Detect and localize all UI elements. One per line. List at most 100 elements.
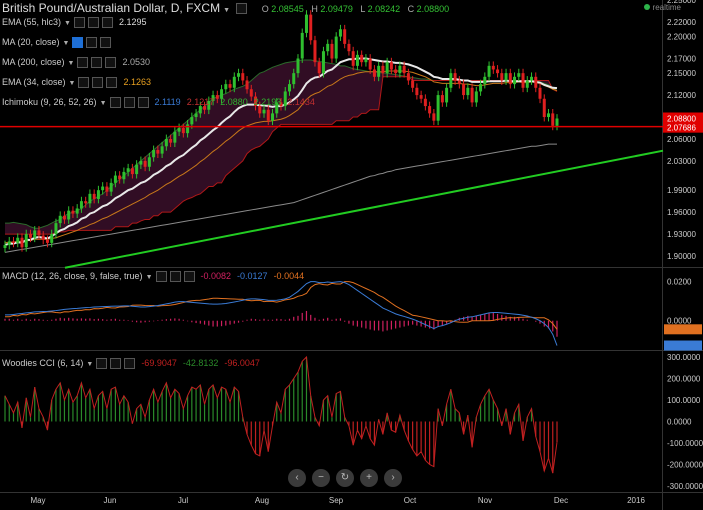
legend-study-name[interactable]: MA (200, close) [2,57,65,67]
legend-study-name[interactable]: Ichimoku (9, 26, 52, 26) [2,97,97,107]
legend-value: -0.0044 [273,271,305,281]
candle-body [211,95,215,101]
candle-body [496,69,500,74]
plus-icon[interactable]: + [360,469,378,487]
legend-row[interactable]: Woodies CCI (6, 14) ▼ -69.9047 -42.8132 -96.… [2,354,260,374]
legend-study-name[interactable]: EMA (34, close) [2,77,66,87]
candle-body [215,95,219,99]
close-icon[interactable] [105,57,117,69]
chevron-down-icon[interactable]: ▼ [64,20,71,27]
legend-row[interactable]: EMA (55, hlc3) ▼ 2.1295 [2,13,315,33]
time-tick-label: Aug [255,496,269,505]
close-icon[interactable] [183,271,195,283]
candle-body [177,128,181,132]
cci-line [4,355,558,474]
chevron-down-icon[interactable]: ▼ [223,7,231,14]
chevron-down-icon[interactable]: ▼ [62,40,70,47]
candle-body [555,118,559,126]
candle-body [41,235,45,240]
eye-toggle-icon[interactable] [73,17,85,29]
cci-tick-label: -300.0000 [667,482,703,491]
price-tick-label: 2.12000 [667,91,696,100]
legend-row[interactable]: MA (200, close) ▼ 2.0530 [2,53,315,73]
time-tick-label: Jul [178,496,188,505]
reset-icon[interactable]: ↻ [336,469,354,487]
candle-body [198,106,202,114]
eye-toggle-icon[interactable] [96,358,108,370]
candle-body [45,239,49,243]
close-icon[interactable] [137,97,149,109]
symbol-title[interactable]: British Pound/Australian Dollar, D, FXCM [2,1,221,15]
legend-study-name[interactable]: Woodies CCI (6, 14) [2,358,84,368]
legend-value: 2.1217 [186,97,215,107]
price-tick-label: 2.22000 [667,18,696,27]
legend-value: -96.0047 [224,358,260,368]
candle-body [551,113,555,126]
candle-body [92,193,96,199]
chevron-down-icon[interactable]: ▼ [68,80,76,87]
candle-body [355,54,359,66]
candle-body [479,84,483,92]
legend-value: 2.1119 [154,97,181,107]
close-icon[interactable] [100,37,112,49]
close-icon[interactable] [106,77,118,89]
candle-body [300,32,304,59]
candle-body [360,54,364,63]
candle-body [415,87,419,96]
candle-body [368,58,372,70]
cci-tick-label: -200.0000 [667,461,703,470]
close-icon[interactable] [124,358,136,370]
candle-body [224,84,228,90]
chevron-down-icon[interactable]: ▼ [145,274,153,281]
settings-icon[interactable] [86,37,98,49]
legend-study-name[interactable]: MACD (12, 26, close, 9, false, true) [2,271,143,281]
legend-row[interactable]: EMA (34, close) ▼ 2.1263 [2,73,315,93]
candle-body [194,113,198,118]
settings-icon[interactable] [91,57,103,69]
candle-body [16,237,20,243]
settings-icon[interactable] [87,17,99,29]
legend-row[interactable]: MACD (12, 26, close, 9, false, true) ▼ -0.… [2,267,304,287]
candle-body [521,73,525,88]
legend-study-name[interactable]: EMA (55, hlc3) [2,17,62,27]
candle-body [173,131,177,143]
legend-row[interactable]: MA (20, close) ▼ [2,33,315,53]
close-icon[interactable] [101,17,113,29]
chevron-left-icon[interactable]: ‹ [288,469,306,487]
settings-icon[interactable] [123,97,135,109]
settings-icon[interactable] [110,358,122,370]
macd-line [5,281,558,346]
legend-row[interactable]: Ichimoku (9, 26, 52, 26) ▼ 2.1119 2.1217 2.0… [2,93,315,113]
candle-body [84,201,88,204]
eye-toggle-icon[interactable] [72,37,84,49]
eye-toggle-icon[interactable] [77,57,89,69]
candle-body [220,89,224,99]
chevron-down-icon[interactable]: ▼ [86,361,94,368]
eye-toggle-icon[interactable] [109,97,121,109]
candle-body [462,84,466,96]
candle-body [147,157,151,167]
macd-value-badge [664,340,702,351]
cci-tick-label: 300.0000 [667,353,701,362]
candle-body [317,62,321,74]
candle-body [326,43,330,52]
chevron-down-icon[interactable]: ▼ [67,60,75,67]
candle-body [309,14,313,41]
legend-study-name[interactable]: MA (20, close) [2,37,60,47]
candle-body [7,241,11,246]
last-price-label: 2.08800 [667,115,696,124]
settings-icon[interactable] [92,77,104,89]
price-tick-label: 1.99000 [667,186,696,195]
chevron-right-icon[interactable]: › [384,469,402,487]
candle-body [160,146,164,154]
minus-icon[interactable]: − [312,469,330,487]
settings-icon[interactable] [169,271,181,283]
chevron-down-icon[interactable]: ▼ [99,100,107,107]
eye-toggle-icon[interactable] [78,77,90,89]
candle-body [79,201,83,209]
symbol-header: British Pound/Australian Dollar, D, FXCM… [2,0,449,19]
candle-body [249,89,253,97]
eye-toggle-icon[interactable] [155,271,167,283]
candle-body [130,168,134,175]
